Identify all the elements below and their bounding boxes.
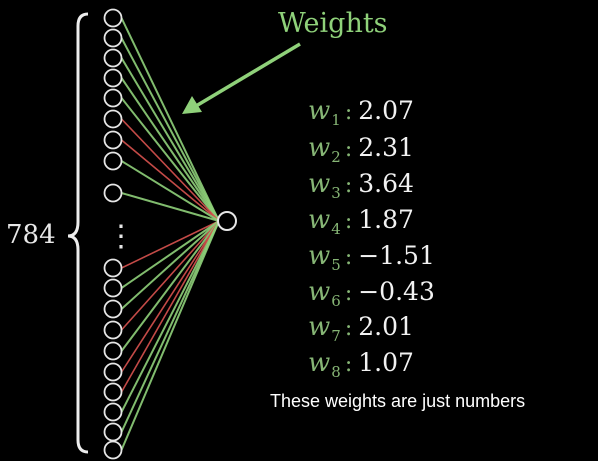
weight-row-2: w 2:2.31 [308,133,414,167]
weight-value: −1.51 [358,241,435,270]
weight-value: 2.31 [358,133,414,162]
weight-symbol: w [308,241,331,271]
weight-colon: : [344,173,353,198]
top-connection-7 [120,139,220,222]
weight-row-6: w 6: −0.43 [308,277,435,311]
bottom-input-neuron-3 [103,299,123,319]
bottom-input-neuron-9 [103,422,123,442]
bottom-input-neuron-7 [103,382,123,402]
bottom-input-neuron-6 [103,362,123,382]
weight-colon: : [344,316,353,341]
weight-row-1: w 1:2.07 [308,96,414,130]
weight-colon: : [344,352,353,377]
input-brace [67,12,89,454]
top-connection-9 [121,192,220,222]
weight-subscript: 6 [331,292,341,310]
weight-row-4: w 4:1.87 [308,205,414,239]
bottom-connection-9 [120,220,220,433]
bottom-input-neuron-10 [103,440,123,460]
weight-value: 1.87 [358,205,414,234]
output-neuron [217,211,237,231]
weight-symbol: w [308,277,331,307]
weight-subscript: 4 [331,220,341,238]
top-input-neuron-5 [103,88,123,108]
weights-arrow [182,42,301,114]
weight-colon: : [344,245,353,270]
weight-row-7: w 7:2.01 [308,312,414,346]
bottom-connection-10 [120,220,220,451]
subtitle-caption: These weights are just numbers [264,389,532,414]
weight-value: 2.07 [358,96,414,125]
bottom-input-neuron-1 [103,258,123,278]
weight-colon: : [344,281,353,306]
input-count-label: 784 [6,220,56,250]
bottom-connection-4 [120,220,220,331]
weight-colon: : [344,209,353,234]
bottom-input-neuron-8 [103,402,123,422]
weight-subscript: 7 [331,327,341,345]
bottom-input-neuron-2 [103,278,123,298]
top-input-neuron-1 [103,8,123,28]
weight-subscript: 8 [331,363,341,381]
weight-subscript: 1 [331,111,341,129]
top-connection-1 [120,17,220,222]
top-connection-5 [120,97,220,222]
top-connection-8 [120,160,220,222]
top-connection-2 [120,37,220,222]
weight-value: 3.64 [358,169,414,198]
bottom-connection-7 [120,220,220,393]
input-ellipsis: ⋮ [106,219,136,254]
top-input-neuron-7 [103,130,123,150]
weight-row-8: w 8:1.07 [308,348,414,382]
weight-symbol: w [308,133,331,163]
top-connection-6 [120,118,220,222]
top-connection-4 [120,77,220,222]
weight-value: 1.07 [358,348,414,377]
weight-symbol: w [308,312,331,342]
bottom-connection-5 [120,220,220,352]
weight-colon: : [344,100,353,125]
top-input-neuron-9 [103,183,123,203]
weights-title: Weights [278,8,388,39]
weight-subscript: 5 [331,256,341,274]
weight-symbol: w [308,348,331,378]
top-input-neuron-3 [103,48,123,68]
top-input-neuron-4 [103,68,123,88]
input-neurons [103,8,123,460]
weight-row-5: w 5: −1.51 [308,241,435,275]
top-connection-3 [120,57,220,222]
connection-lines [120,17,220,451]
weight-subscript: 3 [331,184,341,202]
weight-row-3: w 3:3.64 [308,169,414,203]
weight-colon: : [344,137,353,162]
weight-symbol: w [308,96,331,126]
weight-value: −0.43 [358,277,435,306]
bottom-connection-3 [120,220,220,310]
weight-symbol: w [308,205,331,235]
top-input-neuron-2 [103,28,123,48]
bottom-connection-8 [120,220,220,413]
bottom-connection-2 [120,220,220,289]
bottom-input-neuron-5 [103,341,123,361]
top-input-neuron-8 [103,151,123,171]
weight-subscript: 2 [331,148,341,166]
weight-value: 2.01 [358,312,414,341]
bottom-connection-1 [121,220,220,269]
bottom-connection-6 [120,220,220,373]
bottom-input-neuron-4 [103,320,123,340]
weight-symbol: w [308,169,331,199]
top-input-neuron-6 [103,109,123,129]
